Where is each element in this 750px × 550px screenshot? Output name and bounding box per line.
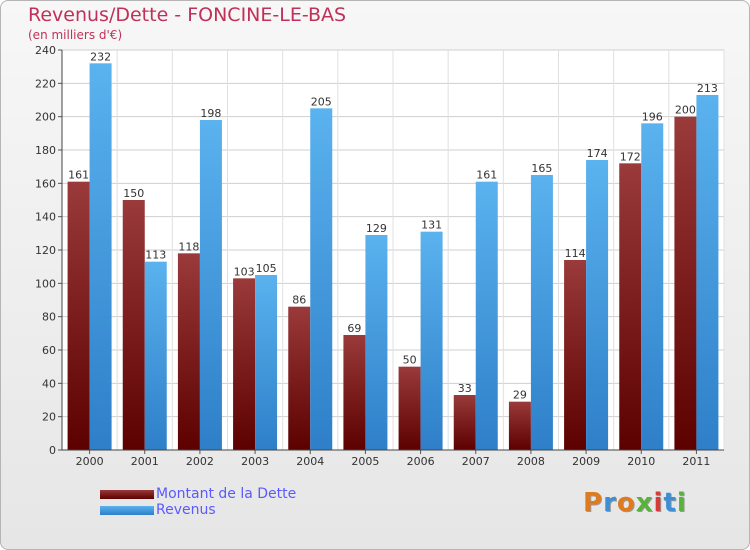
y-tick-label: 20 <box>42 411 56 424</box>
y-tick-label: 180 <box>35 144 56 157</box>
x-tick-label: 2006 <box>407 455 435 468</box>
data-label-dette: 172 <box>620 150 641 163</box>
y-tick-label: 0 <box>49 444 56 457</box>
bar-dette <box>508 401 531 450</box>
bar-dette <box>674 116 697 451</box>
x-tick-label: 2004 <box>296 455 324 468</box>
legend-label-dette: Montant de la Dette <box>156 486 297 502</box>
bar-dette <box>288 306 311 450</box>
x-tick-label: 2002 <box>186 455 214 468</box>
legend: Montant de la Dette Revenus <box>100 486 296 518</box>
data-label-dette: 150 <box>123 187 144 200</box>
data-label-revenus: 198 <box>200 107 221 120</box>
data-label-revenus: 113 <box>145 249 166 262</box>
bar-dette <box>619 163 642 451</box>
bar-dette <box>177 253 200 450</box>
data-label-dette: 69 <box>347 322 361 335</box>
data-label-revenus: 196 <box>642 110 663 123</box>
y-tick-label: 200 <box>35 111 56 124</box>
bar-dette <box>233 278 256 450</box>
bar-dette <box>398 366 421 450</box>
bar-revenus <box>89 63 112 450</box>
data-label-dette: 118 <box>178 240 199 253</box>
y-tick-label: 120 <box>35 244 56 257</box>
bar-revenus <box>144 261 167 450</box>
bar-dette <box>122 200 145 450</box>
y-tick-label: 80 <box>42 311 56 324</box>
data-label-dette: 114 <box>565 247 586 260</box>
x-tick-label: 2010 <box>627 455 655 468</box>
data-label-revenus: 205 <box>311 95 332 108</box>
legend-item-revenus: Revenus <box>100 502 296 518</box>
bar-revenus <box>530 175 553 450</box>
bar-dette <box>564 260 587 450</box>
data-label-dette: 50 <box>403 354 417 367</box>
data-label-dette: 86 <box>292 294 306 307</box>
bar-revenus <box>365 235 388 450</box>
data-label-revenus: 131 <box>421 219 442 232</box>
data-label-dette: 161 <box>68 169 89 182</box>
bar-revenus <box>420 231 443 450</box>
data-label-revenus: 165 <box>531 162 552 175</box>
y-tick-label: 40 <box>42 377 56 390</box>
x-tick-label: 2009 <box>572 455 600 468</box>
bar-revenus <box>310 108 333 450</box>
y-tick-label: 220 <box>35 77 56 90</box>
legend-swatch-dette <box>100 489 154 499</box>
x-tick-label: 2001 <box>131 455 159 468</box>
x-tick-label: 2000 <box>76 455 104 468</box>
x-tick-label: 2011 <box>682 455 710 468</box>
bar-dette <box>343 335 366 450</box>
bar-dette <box>67 181 90 450</box>
y-tick-label: 240 <box>35 44 56 57</box>
x-tick-label: 2007 <box>462 455 490 468</box>
x-tick-label: 2008 <box>517 455 545 468</box>
data-label-dette: 103 <box>234 265 255 278</box>
bar-revenus <box>696 95 719 450</box>
data-label-dette: 200 <box>675 104 696 117</box>
bar-revenus <box>199 120 222 450</box>
legend-item-dette: Montant de la Dette <box>100 486 296 502</box>
y-tick-label: 160 <box>35 177 56 190</box>
data-label-revenus: 213 <box>697 82 718 95</box>
bar-revenus <box>586 160 609 450</box>
data-label-dette: 33 <box>458 382 472 395</box>
y-tick-label: 100 <box>35 277 56 290</box>
bar-revenus <box>255 275 278 450</box>
data-label-revenus: 174 <box>587 147 608 160</box>
legend-label-revenus: Revenus <box>156 502 216 518</box>
legend-swatch-revenus <box>100 505 154 515</box>
x-tick-label: 2005 <box>351 455 379 468</box>
bar-revenus <box>475 181 498 450</box>
y-tick-label: 60 <box>42 344 56 357</box>
chart-subtitle: (en milliers d'€) <box>28 28 123 42</box>
data-label-revenus: 129 <box>366 222 387 235</box>
chart-title: Revenus/Dette - FONCINE-LE-BAS <box>28 4 347 26</box>
data-label-revenus: 161 <box>476 169 497 182</box>
y-tick-label: 140 <box>35 211 56 224</box>
proxiti-logo: Proxiti <box>583 488 687 518</box>
data-label-revenus: 232 <box>90 50 111 63</box>
bar-dette <box>453 395 476 450</box>
x-tick-label: 2003 <box>241 455 269 468</box>
bar-revenus <box>641 123 664 450</box>
data-label-dette: 29 <box>513 389 527 402</box>
data-label-revenus: 105 <box>256 262 277 275</box>
